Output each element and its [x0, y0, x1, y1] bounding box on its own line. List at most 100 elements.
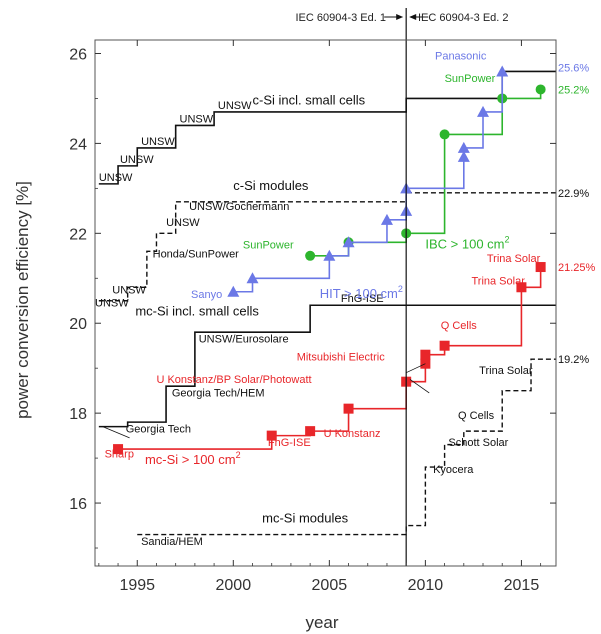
annotation-18: Sandia/HEM [141, 536, 203, 548]
y-tick-label-5: 26 [69, 46, 87, 63]
annotation-32: Mitsubishi Electric [297, 352, 386, 364]
x-tick-label-3: 2010 [408, 577, 444, 594]
y-axis-label: power conversion efficiency [%] [13, 181, 32, 419]
series-line-2 [98, 304, 556, 428]
series-5-point-2 [323, 249, 336, 261]
annotation-28: Sanyo [191, 289, 222, 301]
annotation-37-sup: 2 [236, 450, 241, 460]
annotation-11: UNSW [95, 298, 129, 310]
series-6-point-9 [535, 262, 546, 273]
end-value-6: 21.25% [558, 262, 596, 274]
leader-mitsubishi [406, 363, 426, 374]
annotation-29: Trina Solar [487, 253, 541, 265]
series-5-point-3 [342, 236, 355, 248]
annotation-15: Georgia Tech/HEM [172, 388, 265, 400]
x-tick-label-2: 2005 [312, 577, 348, 594]
y-tick-label-3: 22 [69, 226, 87, 243]
end-value-4: 25.2% [558, 84, 589, 96]
annotation-6: c-Si modules [233, 178, 309, 193]
series-2 [98, 304, 556, 428]
series-line-3 [137, 358, 556, 536]
annotation-17: mc-Si modules [262, 511, 348, 526]
plot-frame [94, 39, 557, 567]
annotation-24: SunPower [445, 73, 496, 85]
annotation-14: UNSW/Eurosolare [199, 334, 289, 346]
annotation-9: Honda/SunPower [153, 248, 240, 260]
annotation-12: mc-Si incl. small cells [135, 304, 259, 319]
annotation-3: UNSW [180, 113, 214, 125]
annotation-31: Q Cells [441, 320, 478, 332]
annotation-2: UNSW [141, 136, 175, 148]
annotation-33: U Konstanz/BP Solar/Photowatt [156, 374, 311, 386]
annotation-10: UNSW [112, 284, 146, 296]
end-value-5: 25.6% [558, 62, 589, 74]
annotation-20: Q Cells [458, 410, 495, 422]
series-6-point-0 [113, 444, 124, 455]
x-tick-label-1: 2000 [216, 577, 252, 594]
annotation-26-sup: 2 [505, 234, 510, 244]
series-6-point-8 [516, 282, 527, 293]
annotation-7: UNSW/Gochermann [189, 201, 289, 213]
annotation-26: IBC > 100 cm2 [425, 234, 509, 251]
series-5-point-0 [227, 285, 240, 297]
series-5-point-7 [457, 150, 470, 162]
annotation-1: UNSW [120, 154, 154, 166]
standard-right-arrow-head [409, 14, 417, 20]
standard-left-label: IEC 60904-3 Ed. 1 [295, 12, 386, 24]
annotation-5: c-Si incl. small cells [253, 92, 366, 107]
annotation-35: U Konstanz [324, 428, 381, 440]
series-1 [98, 192, 556, 302]
annotation-21: Schott Solar [448, 437, 508, 449]
annotation-34: FhG-ISE [268, 437, 311, 449]
series-5-point-9 [477, 105, 490, 117]
standard-left-arrow-head [396, 14, 404, 20]
annotation-36: Sharp [105, 448, 134, 460]
leader-georgia-tech [102, 426, 130, 439]
y-tick-label-4: 24 [69, 136, 87, 153]
annotation-0: UNSW [99, 172, 133, 184]
y-tick-label-2: 20 [69, 316, 87, 333]
annotation-13: FhG-ISE [341, 293, 384, 305]
series-line-4 [310, 89, 542, 257]
end-value-1: 22.9% [558, 188, 589, 200]
annotation-19: Trina Solar [479, 365, 533, 377]
annotation-37: mc-Si > 100 cm2 [145, 450, 241, 467]
series-4-point-5 [535, 84, 546, 95]
annotation-27: HIT > 100 cm2 [320, 284, 403, 301]
annotation-27-sup: 2 [398, 284, 403, 294]
series-6-point-2 [305, 426, 316, 437]
series-0 [98, 70, 556, 185]
annotation-23: Panasonic [435, 50, 487, 62]
x-tick-label-4: 2015 [504, 577, 540, 594]
series-6-point-1 [266, 430, 277, 441]
annotation-8: UNSW [166, 217, 200, 229]
y-tick-label-0: 16 [69, 496, 87, 513]
series-3 [137, 358, 556, 536]
annotation-30: Trina Solar [471, 275, 525, 287]
leader-mitsubishi-2 [409, 379, 430, 394]
annotation-4: UNSW [218, 100, 252, 112]
y-tick-label-1: 18 [69, 406, 87, 423]
series-5-point-4 [380, 213, 393, 225]
series-6-point-7 [439, 340, 450, 351]
series-5-point-10 [496, 65, 509, 77]
end-value-3: 19.2% [558, 354, 589, 366]
x-axis-label: year [305, 613, 338, 632]
annotation-25: SunPower [243, 239, 294, 251]
series-line-6 [118, 267, 542, 450]
series-6-point-6 [420, 349, 431, 360]
series-line-1 [98, 192, 556, 302]
series-4 [305, 84, 546, 261]
x-tick-label-0: 1995 [119, 577, 155, 594]
series-6-point-3 [343, 403, 354, 414]
series-5-point-8 [457, 141, 470, 153]
annotation-22: Kyocera [433, 464, 474, 476]
series-4-point-3 [439, 129, 450, 140]
series-5-point-1 [246, 272, 259, 284]
series-line-0 [98, 70, 556, 185]
series-4-point-0 [305, 250, 316, 261]
annotation-16: Georgia Tech [126, 424, 191, 436]
